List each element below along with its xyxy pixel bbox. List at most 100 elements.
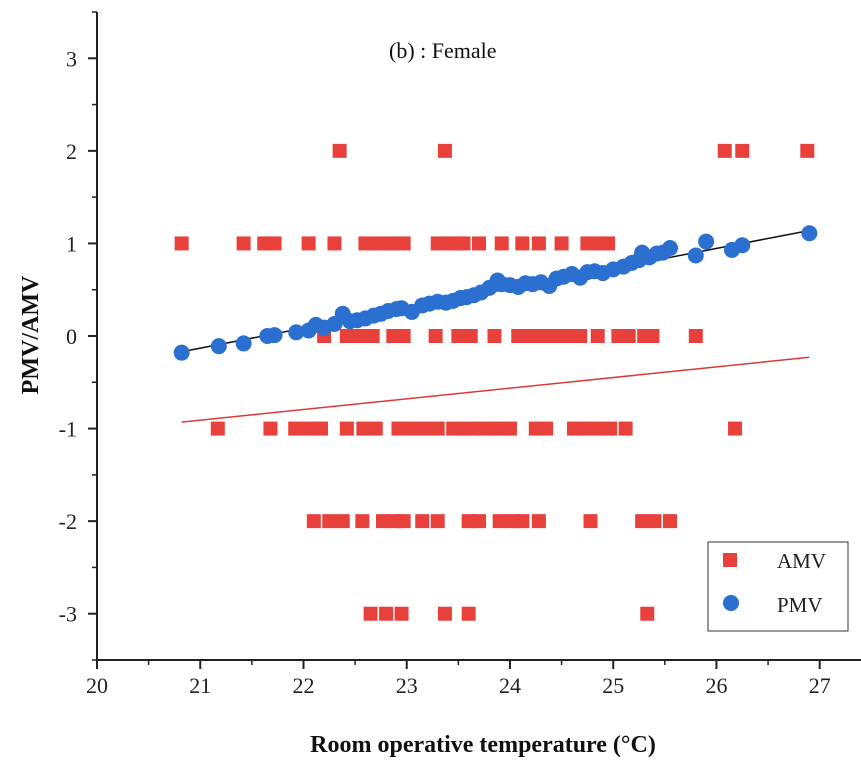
amv-point [430,514,445,529]
amv-point [327,236,342,251]
amv-point [365,329,380,343]
legend-amv-marker [723,553,737,567]
amv-point [463,329,478,343]
x-tick-label: 24 [499,673,521,698]
amv-series [174,143,815,621]
pmv-point [235,335,252,352]
amv-point [358,236,373,251]
amv-point [322,514,337,529]
amv-point [515,236,530,251]
y-tick-label: 3 [66,46,77,71]
x-tick-label: 23 [396,673,418,698]
amv-point [492,514,507,529]
legend-pmv-marker [723,595,739,611]
y-tick-label: -3 [59,602,77,627]
amv-point [554,236,569,251]
amv-point [267,236,282,251]
pmv-point [210,338,227,355]
amv-point [375,514,390,529]
amv-point [537,329,552,343]
legend-amv-label: AMV [777,549,826,573]
amv-point [618,421,633,436]
amv-point [356,421,371,436]
amv-point [339,329,354,343]
amv-point [621,329,636,343]
amv-point [577,421,592,436]
amv-point [301,236,316,251]
amv-point [472,236,486,251]
amv-point [288,421,303,436]
amv-point [335,514,350,529]
amv-point [332,143,347,158]
amv-point [539,421,554,436]
pmv-series [173,225,818,361]
amv-point [573,329,588,343]
x-tick-label: 20 [86,673,108,698]
x-tick-label: 22 [292,673,314,698]
amv-point [379,606,394,621]
amv-point [717,143,732,158]
pmv-point [801,225,818,242]
amv-point [451,329,466,343]
amv-point [523,329,538,343]
amv-point [415,514,430,529]
amv-point [394,606,409,621]
panel-annotation: (b) : Female [389,38,497,63]
amv-point [174,236,189,251]
x-tick-label: 25 [602,673,624,698]
amv-point [590,329,605,343]
pmv-point [734,237,751,254]
amv-point [437,143,452,158]
amv-point [580,236,595,251]
amv-point [210,421,225,436]
amv-point [487,329,502,343]
y-tick-label: 0 [66,324,77,349]
amv-point [472,514,486,529]
amv-point [404,421,419,436]
amv-point [461,606,476,621]
amv-point [640,606,655,621]
amv-point [603,421,618,436]
amv-point [583,514,598,529]
amv-point [353,329,368,343]
amv-point [418,421,433,436]
amv-point [645,329,660,343]
amv-point [339,421,354,436]
amv-point [456,236,471,251]
y-tick-label: -1 [59,417,77,442]
amv-point [688,329,703,343]
x-tick-label: 27 [809,673,831,698]
y-axis-title: PMV/AMV [18,275,44,394]
amv-point [601,236,616,251]
amv-point [314,421,329,436]
amv-point [263,421,278,436]
amv-point [531,236,546,251]
y-tick-label: -2 [59,509,77,534]
amv-point [368,421,383,436]
amv-point [515,514,530,529]
x-axis-title: Room operative temperature (°C) [310,732,656,758]
amv-point [396,236,411,251]
fit-lines [181,229,810,423]
pmv-point [687,247,704,264]
pmv-point [266,327,283,344]
amv-point [735,143,750,158]
amv-point [428,329,443,343]
amv-point [384,236,399,251]
x-tick-label: 21 [189,673,211,698]
amv-point [590,421,605,436]
pmv-point [662,240,678,257]
amv-point [306,514,321,529]
pmv-point [698,233,715,250]
amv-point [355,514,370,529]
amv-point [531,514,546,529]
amv-point [647,514,662,529]
amv-point [430,421,445,436]
pmv-point [173,344,190,361]
amv-point [363,606,378,621]
amv-point [396,329,411,343]
y-tick-label: 2 [66,139,77,164]
amv-point [728,421,743,436]
